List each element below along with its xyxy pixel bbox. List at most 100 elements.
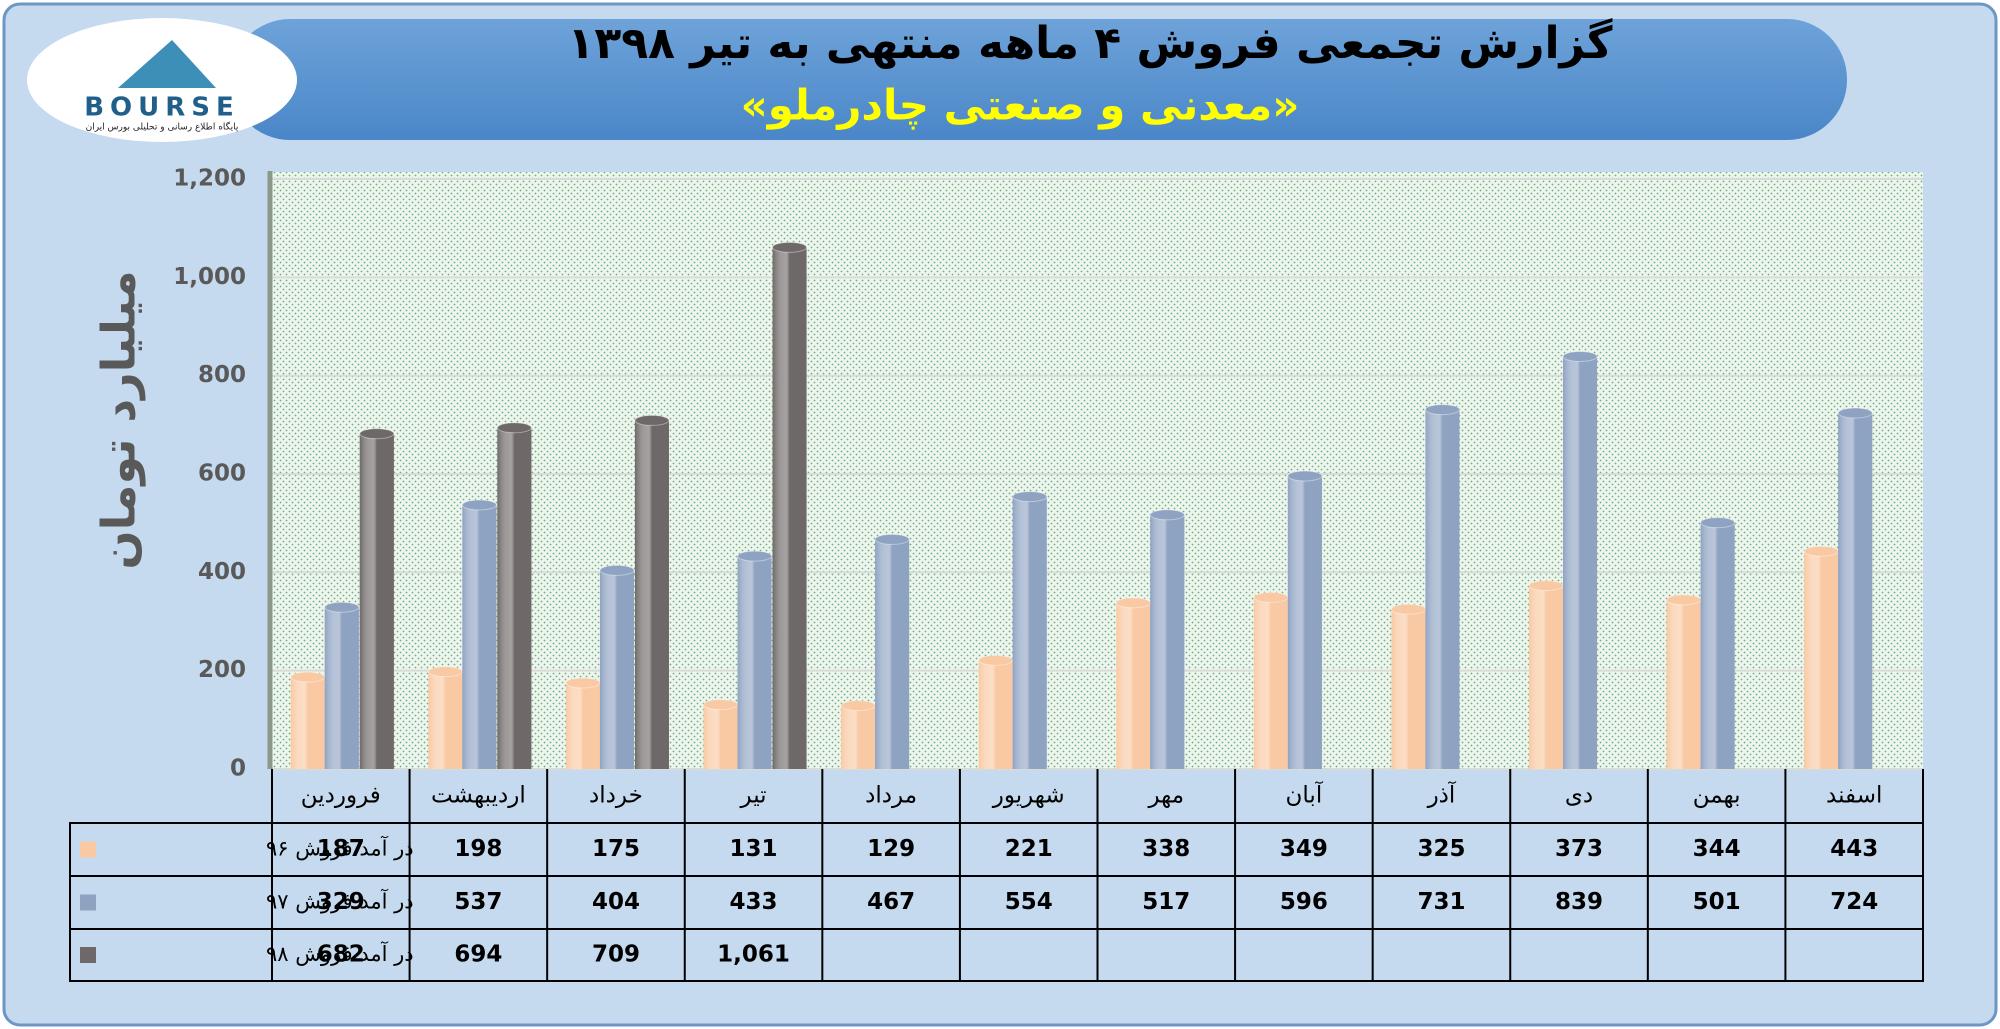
table-value: 443 (1830, 836, 1878, 862)
table-value: 709 (592, 942, 640, 968)
bar-top (634, 414, 670, 426)
bar-top (1700, 517, 1736, 529)
table-value: 329 (317, 889, 365, 915)
bar-top (1253, 591, 1289, 603)
bar-shade (1529, 585, 1564, 769)
bar-shade (978, 660, 1013, 769)
bar-shade (1804, 551, 1839, 769)
table-value: 187 (317, 836, 365, 862)
bar-top (737, 550, 773, 562)
legend-label: در آمد فروش ۹۸ (266, 941, 414, 966)
bar-shade (1012, 496, 1047, 769)
legend-label: در آمد فروش ۹۷ (266, 889, 414, 914)
table-value: 1,061 (717, 942, 790, 968)
bar-shade (428, 671, 463, 769)
y-tick-label: 1,000 (173, 264, 246, 290)
bar-top (1115, 597, 1151, 609)
x-tick-label: فروردین (301, 783, 381, 809)
table-value: 325 (1417, 836, 1465, 862)
bar-shade (703, 704, 738, 769)
bar-top (1562, 350, 1598, 362)
bar-top (427, 666, 463, 678)
bar-shade (1563, 356, 1598, 769)
bar-shade (565, 682, 600, 769)
x-tick-label: دی (1565, 783, 1593, 809)
bar-shade (497, 427, 532, 769)
table-value: 501 (1693, 889, 1741, 915)
logo-caption: پایگاه اطلاع رسانی و تحلیلی بورس ایران (86, 121, 239, 133)
x-tick-label: مرداد (865, 783, 917, 809)
y-tick-label: 200 (198, 657, 246, 683)
bar-shade (1287, 475, 1322, 769)
x-tick-label: تیر (740, 783, 767, 809)
bar-top (1424, 404, 1460, 416)
bar-top (978, 654, 1014, 666)
bar-top (772, 241, 808, 253)
bar-shade (1253, 597, 1288, 769)
legend-swatch (80, 841, 96, 858)
table-value: 694 (454, 942, 502, 968)
bar-shade (359, 433, 394, 769)
table-value: 175 (592, 836, 640, 862)
title-banner (230, 19, 1847, 140)
plot-area (272, 172, 1923, 769)
table-value: 537 (454, 889, 502, 915)
table-value: 349 (1280, 836, 1328, 862)
x-tick-label: شهریور (992, 783, 1065, 809)
bar-shade (1838, 413, 1873, 769)
table-value: 433 (730, 889, 778, 915)
logo-text: BOURSE (84, 93, 240, 123)
bar-shade (634, 420, 669, 769)
bar-top (1287, 470, 1323, 482)
table-value: 839 (1555, 889, 1603, 915)
bar-top (290, 671, 326, 683)
bar-shade (1425, 409, 1460, 769)
y-tick-label: 800 (198, 362, 246, 388)
bar-shade (737, 556, 772, 769)
bar-shade (324, 607, 359, 769)
x-tick-label: خرداد (589, 783, 643, 809)
bar-shade (290, 677, 325, 769)
bar-shade (772, 247, 807, 769)
table-value: 404 (592, 889, 640, 915)
table-value: 373 (1555, 836, 1603, 862)
table-value: 596 (1280, 889, 1328, 915)
bar-top (1803, 545, 1839, 557)
x-tick-label: اردیبهشت (431, 783, 526, 809)
bar-top (1528, 580, 1564, 592)
legend-label: در آمد فروش ۹۶ (266, 836, 414, 861)
table-value: 554 (1005, 889, 1053, 915)
logo-icon (118, 40, 216, 88)
bar-shade (1150, 514, 1185, 769)
bar-top (1012, 491, 1048, 503)
table-value: 724 (1830, 889, 1878, 915)
y-tick-label: 400 (198, 559, 246, 585)
table-value: 467 (867, 889, 915, 915)
bar-top (359, 428, 395, 440)
x-tick-label: مهر (1147, 783, 1184, 809)
y-tick-label: 1,200 (173, 166, 246, 192)
bar-top (599, 564, 635, 576)
y-axis-label: میلیارد تومان (92, 270, 146, 569)
bar-top (703, 699, 739, 711)
x-tick-label: بهمن (1693, 783, 1741, 809)
table-value: 338 (1142, 836, 1190, 862)
table-value: 731 (1417, 889, 1465, 915)
bar-shade (1700, 522, 1735, 769)
legend-swatch (80, 947, 96, 963)
bar-shade (599, 570, 634, 769)
table-value: 221 (1005, 836, 1053, 862)
bar-top (874, 533, 910, 545)
bar-top (1149, 509, 1185, 521)
bar-top (324, 601, 360, 613)
legend-swatch (80, 894, 96, 911)
bar-top (565, 677, 601, 689)
y-tick-label: 600 (198, 461, 246, 487)
table-value: 129 (867, 836, 915, 862)
bar-shade (1666, 599, 1701, 769)
table-value: 682 (317, 942, 365, 968)
chart-title: گزارش تجمعی فروش ۴ ماهه منتهی به تیر ۱۳۹… (568, 17, 1613, 69)
chart-subtitle: «معدنی و صنعتی چادرملو» (741, 81, 1300, 131)
bar-top (461, 499, 497, 511)
bar-top (1666, 594, 1702, 606)
